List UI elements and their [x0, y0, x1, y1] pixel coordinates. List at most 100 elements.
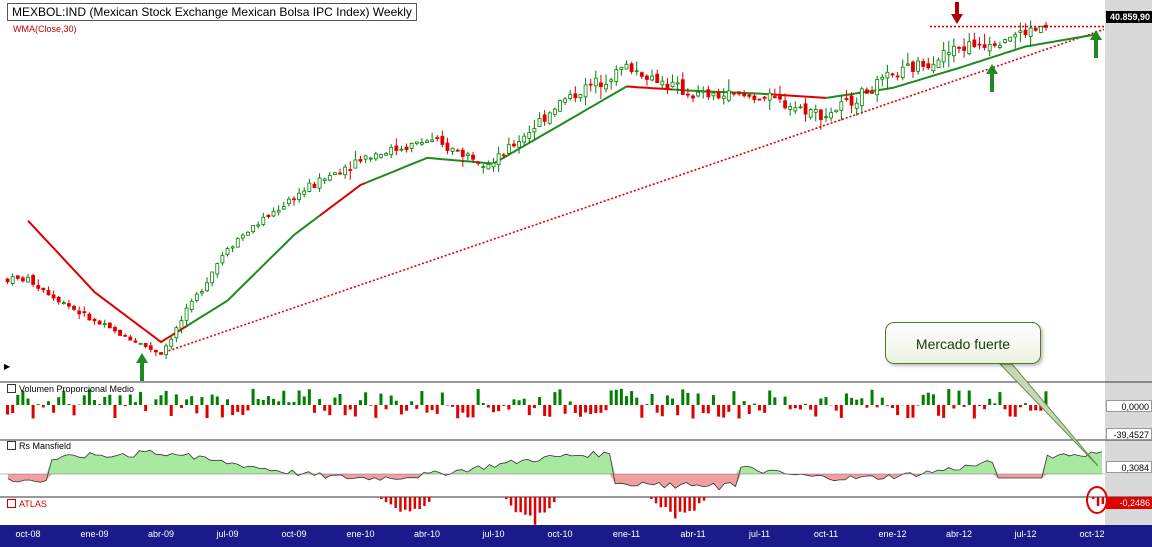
volume-bar	[1013, 405, 1017, 417]
candle-up	[885, 71, 890, 79]
candle-up	[389, 146, 394, 155]
atlas-bar	[698, 497, 701, 504]
candle-up	[450, 147, 455, 152]
candle-up	[230, 246, 235, 249]
candle-up	[251, 225, 255, 233]
rs-line	[7, 449, 1103, 491]
volume-bar	[282, 390, 286, 405]
atlas-bar	[1092, 497, 1095, 499]
candle-up	[905, 63, 910, 66]
candle-up	[859, 88, 864, 106]
volume-bar	[77, 404, 81, 405]
atlas-bar	[529, 497, 532, 516]
arrow-up-icon	[1090, 30, 1102, 58]
volume-bar	[118, 395, 122, 405]
volume-bar	[154, 399, 158, 405]
last-price-label: 40.859,90	[1106, 11, 1152, 23]
volume-bar	[169, 405, 173, 416]
candle-down	[87, 313, 92, 321]
wma-segment	[186, 214, 321, 327]
candle-up	[670, 81, 675, 88]
volume-bar	[21, 390, 25, 405]
volume-bar	[522, 398, 526, 405]
volume-bar	[353, 405, 357, 417]
volume-bar	[328, 405, 332, 416]
volume-bar	[993, 403, 997, 405]
volume-bar	[312, 405, 316, 413]
candle-up	[425, 140, 429, 143]
volume-bar	[164, 390, 168, 405]
candle-up	[240, 234, 245, 239]
volume-bar	[630, 391, 634, 405]
atlas-bar	[524, 497, 527, 515]
volume-bar	[573, 405, 577, 413]
collapse-icon[interactable]	[7, 441, 16, 450]
candle-down	[338, 172, 342, 175]
volume-bar	[921, 394, 925, 405]
candle-up	[568, 94, 573, 99]
volume-bar	[179, 405, 183, 408]
rs-panel-title[interactable]: Rs Mansfield	[7, 441, 71, 451]
candle-up	[701, 90, 706, 93]
candle-down	[599, 82, 603, 88]
candle-up	[1008, 36, 1013, 42]
volume-bar	[205, 405, 209, 419]
volume-bar	[405, 405, 409, 411]
atlas-bar	[1096, 497, 1100, 507]
volume-bar	[410, 401, 414, 405]
x-tick-label: ene-10	[346, 529, 375, 539]
rs-negative-area	[8, 474, 1102, 490]
wma-segment	[672, 88, 770, 96]
candle-up	[481, 166, 486, 168]
volume-bar	[6, 405, 10, 415]
volume-bar	[952, 405, 956, 409]
candle-up	[276, 209, 281, 213]
candle-up	[353, 159, 358, 169]
candle-down	[865, 89, 869, 94]
volume-panel-title[interactable]: Volumen Proporcional Medio	[7, 384, 134, 394]
volume-bar	[486, 405, 490, 408]
volume-bar	[875, 405, 879, 408]
candle-down	[803, 103, 808, 115]
candle-up	[343, 166, 348, 176]
atlas-panel-title[interactable]: ATLAS	[7, 499, 47, 509]
atlas-bar	[650, 497, 653, 499]
volume-bar	[548, 405, 552, 417]
volume-bar	[763, 405, 767, 413]
atlas-bar	[674, 497, 677, 519]
wma-indicator-label: WMA(Close,30)	[13, 24, 77, 34]
volume-bar	[660, 405, 664, 417]
volume-bar	[671, 398, 675, 405]
candle-up	[215, 263, 220, 275]
candle-up	[583, 84, 588, 98]
collapse-icon[interactable]	[7, 499, 16, 508]
volume-histogram	[6, 388, 1048, 419]
x-tick-label: oct-08	[15, 529, 41, 539]
atlas-bar	[553, 497, 556, 503]
volume-bar	[374, 405, 378, 418]
candle-up	[194, 293, 199, 301]
volume-bar	[732, 391, 736, 405]
candle-up	[286, 198, 291, 205]
volume-bar	[967, 390, 971, 405]
volume-bar	[891, 405, 894, 409]
volume-bar	[62, 390, 66, 405]
candle-up	[225, 248, 230, 255]
scroll-arrow-icon[interactable]: ▶	[4, 362, 11, 371]
candle-down	[92, 318, 97, 322]
candle-down	[665, 83, 670, 90]
candle-up	[10, 276, 15, 284]
candle-down	[849, 95, 854, 106]
volume-bar	[1044, 391, 1048, 405]
candle-down	[41, 287, 46, 291]
collapse-icon[interactable]	[7, 384, 16, 393]
x-tick-label: ene-12	[878, 529, 907, 539]
volume-bar	[527, 405, 531, 416]
volume-bar	[394, 400, 398, 405]
candle-up	[609, 79, 614, 82]
volume-bar	[696, 393, 700, 405]
volume-bar	[133, 402, 137, 405]
volume-bar	[686, 392, 690, 405]
candle-up	[788, 106, 793, 110]
candle-up	[399, 148, 404, 151]
